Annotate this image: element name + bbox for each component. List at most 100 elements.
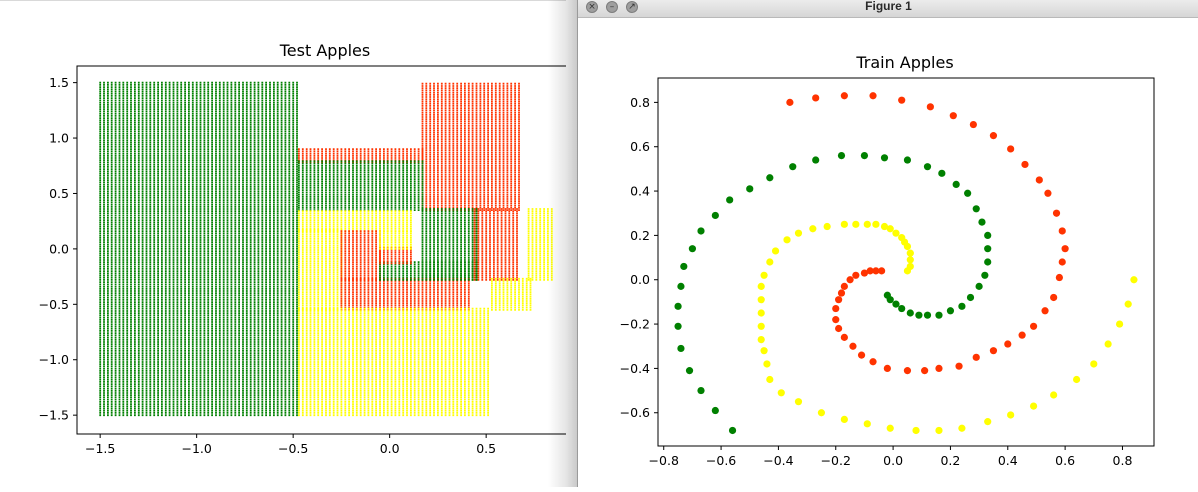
test-apples-x-tick-label: −0.5: [278, 441, 308, 456]
point-yellow: [760, 271, 768, 279]
point-green: [677, 344, 685, 353]
point-red: [786, 98, 794, 106]
point-red: [949, 112, 957, 120]
test-apples-y-axis: −1.5 −1.0 −0.5 0.0 0.5 1.0 1.5: [39, 75, 77, 423]
point-yellow: [886, 424, 894, 432]
point-yellow: [880, 222, 889, 231]
region-green-points: [99, 81, 298, 417]
point-yellow: [794, 398, 803, 406]
point-red: [1061, 245, 1069, 253]
train-apples-x-tick-label: 0.6: [1055, 453, 1075, 468]
close-button[interactable]: ×: [586, 1, 598, 13]
point-yellow: [1115, 320, 1124, 328]
point-green: [697, 386, 705, 395]
region-green-points: [379, 261, 478, 281]
point-yellow: [817, 409, 826, 417]
point-red: [1021, 160, 1029, 169]
point-red: [837, 289, 846, 297]
point-yellow: [777, 389, 785, 397]
point-red: [969, 120, 977, 129]
window-title: Figure 1: [865, 0, 912, 13]
test-apples-y-tick-label: −1.0: [39, 352, 69, 367]
window-title-bar[interactable]: × – ↗ Figure 1: [578, 0, 1198, 18]
point-green: [984, 231, 992, 239]
test-apples-y-tick-label: 1.5: [49, 75, 69, 90]
test-apples-y-tick-label: 0.5: [49, 186, 69, 201]
point-green: [674, 322, 682, 330]
point-red: [1058, 227, 1066, 235]
region-red-points: [340, 230, 381, 281]
point-green: [860, 151, 869, 160]
point-red: [866, 267, 874, 275]
point-red: [840, 92, 848, 100]
point-yellow: [906, 256, 914, 264]
point-yellow: [1124, 300, 1132, 308]
point-red: [840, 333, 848, 341]
train-apples-x-axis: −0.8 −0.6 −0.4 −0.2 0.0 0.2 0.4 0.6 0.8: [649, 446, 1133, 468]
point-green: [938, 169, 946, 177]
point-green: [680, 262, 688, 271]
point-green: [674, 302, 682, 310]
point-yellow: [886, 225, 894, 233]
train-apples-x-tick-label: −0.2: [821, 453, 851, 468]
point-red: [835, 296, 843, 304]
point-yellow: [863, 420, 871, 428]
point-red: [852, 271, 860, 279]
point-yellow: [840, 220, 848, 228]
region-red-points: [473, 208, 518, 281]
point-red: [840, 282, 848, 290]
point-red: [1050, 293, 1058, 302]
point-yellow: [892, 229, 900, 237]
region-green-points: [421, 208, 478, 281]
zoom-button[interactable]: ↗: [626, 1, 638, 13]
train-apples-y-tick-label: 0.8: [630, 95, 650, 110]
train-apples-x-tick-label: −0.4: [763, 453, 793, 468]
point-red: [972, 353, 980, 361]
point-green: [685, 367, 694, 375]
point-red: [857, 351, 866, 359]
point-yellow: [906, 249, 914, 257]
point-red: [926, 103, 934, 111]
point-yellow: [1090, 360, 1098, 368]
point-green: [892, 300, 900, 308]
point-green: [946, 307, 955, 315]
point-red: [869, 92, 877, 100]
minimize-button[interactable]: –: [606, 1, 618, 13]
point-green: [966, 293, 975, 302]
point-green: [923, 163, 932, 171]
point-red: [903, 367, 912, 375]
region-yellow-points: [491, 277, 532, 311]
point-yellow: [757, 282, 765, 290]
point-red: [1007, 145, 1015, 153]
point-green: [789, 163, 797, 171]
point-green: [766, 174, 774, 182]
test-apples-y-tick-label: −0.5: [39, 297, 69, 312]
point-red: [935, 364, 943, 373]
point-yellow: [863, 220, 871, 228]
point-yellow: [766, 375, 774, 384]
zoom-icon: ↗: [628, 2, 636, 12]
point-green: [981, 271, 989, 279]
region-yellow-points: [298, 307, 489, 417]
point-red: [1029, 322, 1038, 330]
point-green: [898, 304, 906, 313]
point-green: [697, 227, 705, 235]
point-green: [728, 426, 737, 435]
point-yellow: [757, 322, 765, 330]
point-red: [883, 364, 891, 373]
point-green: [812, 156, 820, 164]
point-red: [1018, 331, 1026, 339]
point-green: [923, 311, 932, 319]
point-green: [978, 218, 986, 226]
point-yellow: [766, 258, 774, 266]
point-red: [846, 276, 854, 284]
test-apples-title: Test Apples: [279, 41, 370, 60]
point-red: [1044, 189, 1052, 197]
point-green: [677, 282, 685, 290]
train-apples-y-tick-label: −0.4: [620, 361, 650, 376]
point-green: [984, 258, 992, 266]
point-green: [984, 245, 992, 253]
train-apples-x-tick-label: 0.8: [1113, 453, 1133, 468]
point-green: [726, 196, 734, 204]
point-green: [746, 185, 754, 193]
